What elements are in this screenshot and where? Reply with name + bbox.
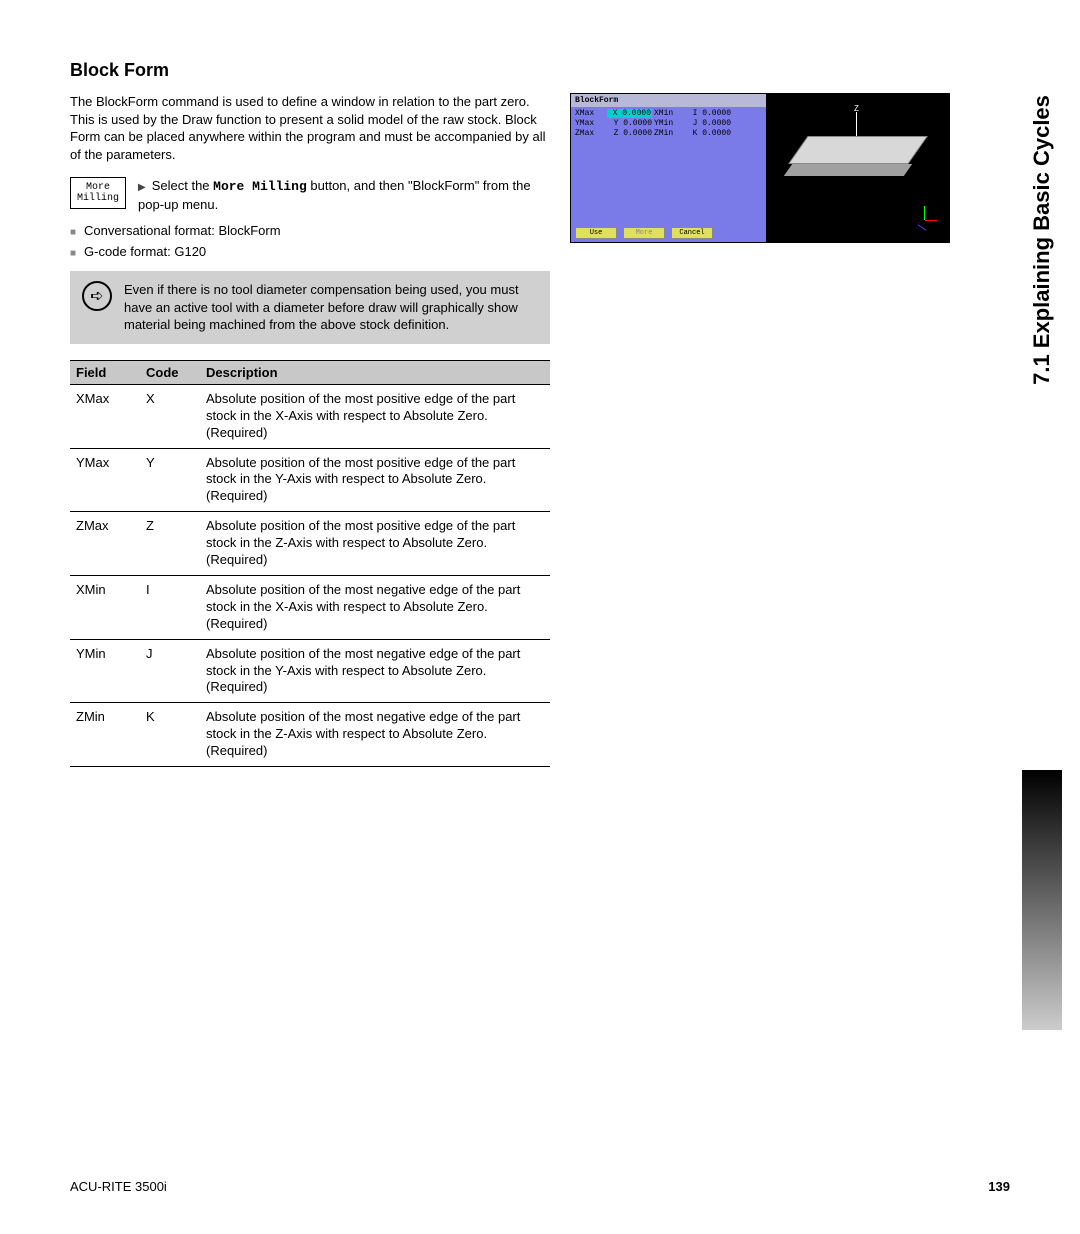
note-box: ➪ Even if there is no tool diameter comp… [70,271,550,344]
sc-value: J 0.0000 [686,119,731,128]
sc-value: Z 0.0000 [607,129,652,138]
cell-code: I [140,575,200,639]
sc-value: X 0.0000 [607,109,652,118]
cell-desc: Absolute position of the most positive e… [200,384,550,448]
sc-label: YMin [654,119,684,128]
note-text: Even if there is no tool diameter compen… [124,281,538,334]
cell-field: YMin [70,639,140,703]
th-code: Code [140,360,200,384]
iso-block [784,136,924,176]
cell-field: XMax [70,384,140,448]
intro-text: The BlockForm command is used to define … [70,93,550,163]
step-text: Select the More Milling button, and then… [138,177,550,213]
sc-cancel-button[interactable]: Cancel [671,227,713,239]
list-item: Conversational format: BlockForm [70,223,550,238]
cell-field: ZMin [70,703,140,767]
param-table: Field Code Description XMax X Absolute p… [70,360,550,767]
sc-label: ZMin [654,129,684,138]
cell-field: ZMax [70,512,140,576]
sc-label: XMin [654,109,684,118]
cell-code: K [140,703,200,767]
table-row: XMax X Absolute position of the most pos… [70,384,550,448]
th-field: Field [70,360,140,384]
cell-desc: Absolute position of the most negative e… [200,575,550,639]
side-gradient [1022,770,1062,1030]
cell-code: J [140,639,200,703]
sc-more-button[interactable]: More [623,227,665,239]
cell-code: X [140,384,200,448]
side-tab-text: 7.1 Explaining Basic Cycles [1029,95,1055,385]
table-row: YMin J Absolute position of the most neg… [70,639,550,703]
th-desc: Description [200,360,550,384]
sc-value: K 0.0000 [686,129,731,138]
cell-desc: Absolute position of the most negative e… [200,703,550,767]
page-footer: ACU-RITE 3500i 139 [70,1179,1010,1194]
table-row: ZMin K Absolute position of the most neg… [70,703,550,767]
more-milling-button[interactable]: More Milling [70,177,126,209]
sc-use-button[interactable]: Use [575,227,617,239]
cell-field: XMin [70,575,140,639]
side-tab: 7.1 Explaining Basic Cycles [1022,50,1062,430]
sc-label: XMax [575,109,605,118]
table-row: ZMax Z Absolute position of the most pos… [70,512,550,576]
cell-field: YMax [70,448,140,512]
cell-desc: Absolute position of the most positive e… [200,512,550,576]
note-icon: ➪ [82,281,112,311]
sc-label: ZMax [575,129,605,138]
axis-gizmo [913,206,937,230]
table-row: YMax Y Absolute position of the most pos… [70,448,550,512]
cell-code: Y [140,448,200,512]
table-row: XMin I Absolute position of the most neg… [70,575,550,639]
sc-title: BlockForm [571,94,766,107]
sc-value: Y 0.0000 [607,119,652,128]
sc-value: I 0.0000 [686,109,731,118]
page-heading: Block Form [70,60,1010,81]
list-item: G-code format: G120 [70,244,550,259]
footer-page: 139 [988,1179,1010,1194]
cell-code: Z [140,512,200,576]
cell-desc: Absolute position of the most positive e… [200,448,550,512]
cell-desc: Absolute position of the most negative e… [200,639,550,703]
format-list: Conversational format: BlockForm G-code … [70,223,550,259]
sc-label: YMax [575,119,605,128]
blockform-screenshot: BlockForm XMaxX 0.0000XMinI 0.0000 YMaxY … [570,93,950,243]
footer-left: ACU-RITE 3500i [70,1179,167,1194]
